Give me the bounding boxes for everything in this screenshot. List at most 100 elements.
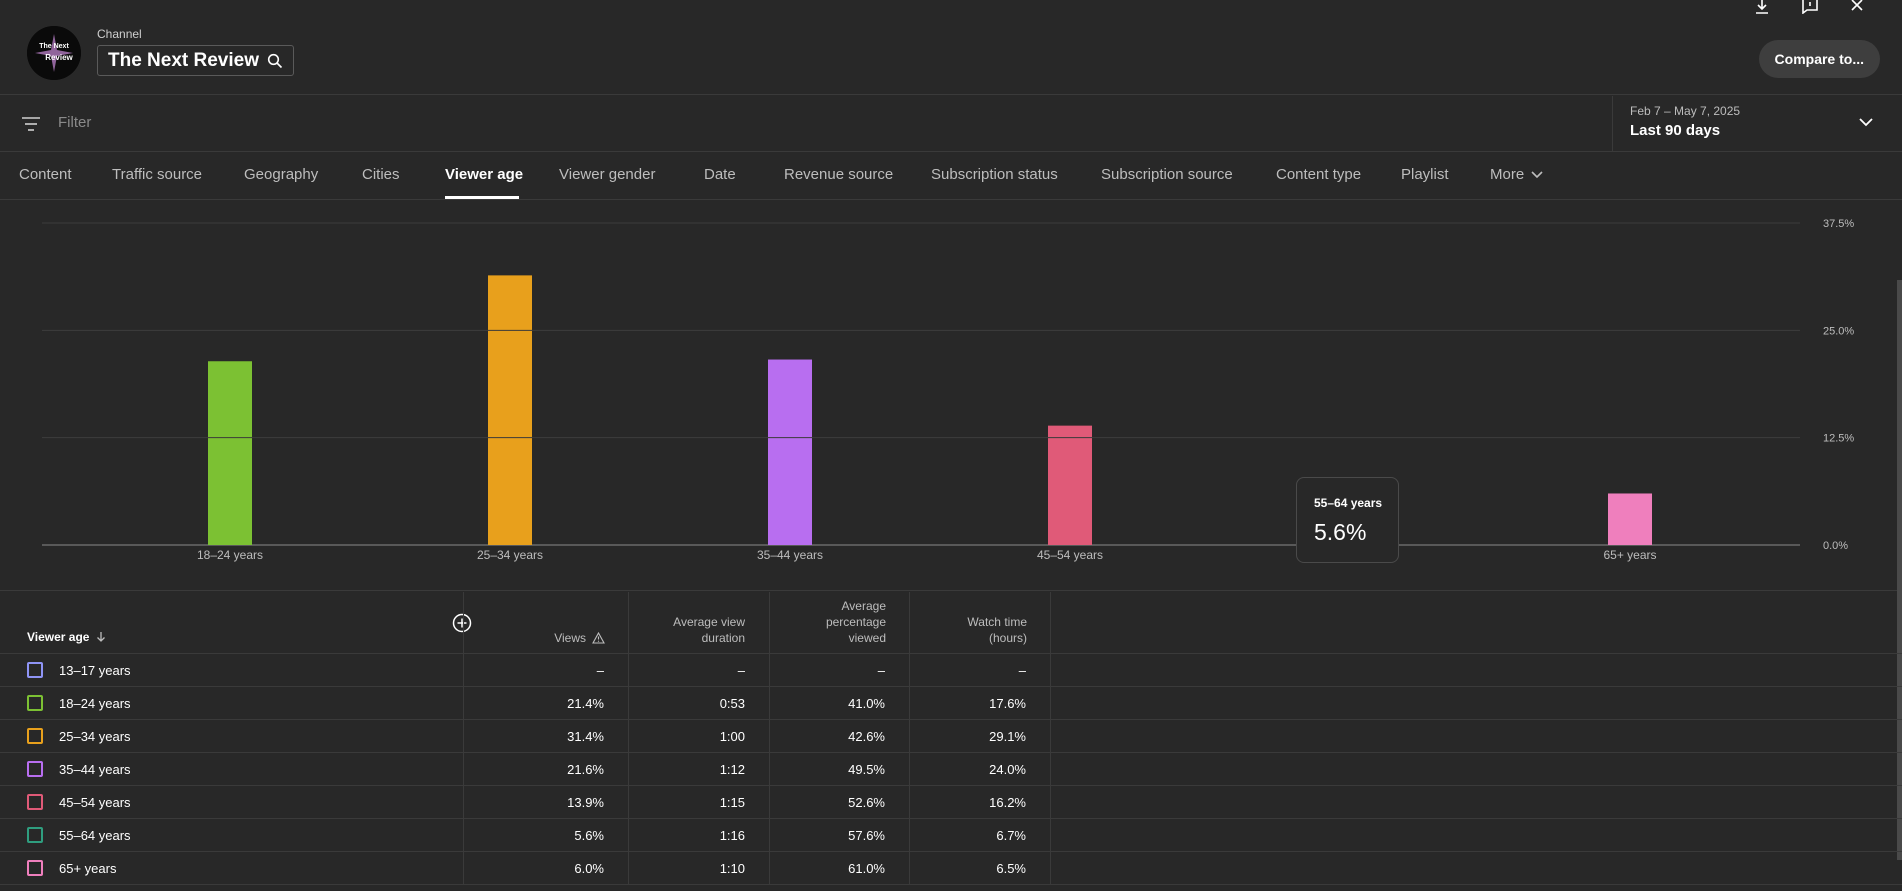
column-divider — [463, 592, 464, 884]
cell-avg-view-duration: 1:16 — [719, 828, 745, 843]
tab-subscription-status[interactable]: Subscription status — [931, 166, 1058, 183]
column-header-label: Viewer age — [27, 630, 90, 644]
bar[interactable] — [488, 275, 532, 545]
cell-views: 21.4% — [567, 696, 604, 711]
tab-viewer-gender[interactable]: Viewer gender — [559, 166, 656, 183]
row-label: 18–24 years — [59, 696, 131, 711]
column-header-viewer-age[interactable]: Viewer age — [27, 630, 107, 644]
tab-traffic-source[interactable]: Traffic source — [112, 166, 203, 183]
cell-views: 13.9% — [567, 795, 604, 810]
row-label: 55–64 years — [59, 828, 131, 843]
table-row[interactable]: 25–34 years 31.4% 1:00 42.6% 29.1% — [0, 720, 1902, 753]
cell-avg-view-duration: 1:10 — [719, 861, 745, 876]
date-range-picker[interactable]: Feb 7 – May 7, 2025 Last 90 days — [1612, 96, 1902, 152]
cell-watch-time: 17.6% — [989, 696, 1026, 711]
cell-avg-view-duration: 1:15 — [719, 795, 745, 810]
bar[interactable] — [768, 359, 812, 545]
table-row[interactable]: 18–24 years 21.4% 0:53 41.0% 17.6% — [0, 687, 1902, 720]
close-icon[interactable] — [1848, 0, 1870, 14]
bar[interactable] — [1608, 493, 1652, 545]
cell-avg-percentage-viewed: 41.0% — [848, 696, 885, 711]
tab-viewer-age[interactable]: Viewer age — [445, 166, 524, 183]
series-checkbox[interactable] — [27, 794, 43, 810]
tab-date[interactable]: Date — [704, 166, 736, 183]
series-checkbox[interactable] — [27, 662, 43, 678]
scrollbar[interactable] — [1897, 280, 1902, 860]
channel-name: The Next Review — [108, 49, 259, 71]
column-header-avg-percentage-viewed[interactable]: Average percentage viewed — [825, 599, 886, 645]
x-tick-label: 45–54 years — [1037, 548, 1103, 562]
series-checkbox[interactable] — [27, 695, 43, 711]
warning-icon — [592, 632, 605, 644]
chevron-down-icon — [1859, 118, 1873, 127]
cell-avg-percentage-viewed: 61.0% — [848, 861, 885, 876]
bar-chart: 37.5% 25.0% 12.5% 0.0% 18–24 years 25–34 year… — [42, 218, 1854, 562]
tab-playlist[interactable]: Playlist — [1401, 166, 1449, 183]
column-divider — [628, 592, 629, 884]
table-row[interactable]: 65+ years 6.0% 1:10 61.0% 6.5% — [0, 852, 1902, 885]
tab-geography[interactable]: Geography — [244, 166, 319, 183]
row-label: 25–34 years — [59, 729, 131, 744]
active-tab-indicator — [445, 196, 519, 199]
x-tick-label: 35–44 years — [757, 548, 823, 562]
download-icon[interactable] — [1752, 0, 1774, 14]
chart-tooltip: 55–64 years 5.6% — [1296, 477, 1399, 563]
table-header: Viewer age Views Average view duration A… — [0, 592, 1902, 654]
tab-revenue-source[interactable]: Revenue source — [784, 166, 894, 183]
filter-icon[interactable] — [20, 114, 42, 134]
series-checkbox[interactable] — [27, 860, 43, 876]
bar[interactable] — [1048, 425, 1092, 545]
channel-label: Channel — [97, 27, 142, 41]
add-metric-icon[interactable] — [452, 613, 472, 633]
cell-avg-view-duration: 0:53 — [719, 696, 745, 711]
cell-avg-view-duration: – — [737, 663, 745, 678]
row-label: 65+ years — [59, 861, 117, 876]
feedback-icon[interactable] — [1800, 0, 1822, 14]
tab-more-label: More — [1490, 166, 1525, 183]
column-header-views[interactable]: Views — [500, 630, 605, 646]
column-divider — [1050, 592, 1051, 884]
date-range-text: Feb 7 – May 7, 2025 — [1630, 104, 1741, 118]
series-checkbox[interactable] — [27, 761, 43, 777]
row-label: 35–44 years — [59, 762, 131, 777]
channel-logo: The Next Review — [27, 26, 81, 80]
bar[interactable] — [208, 361, 252, 545]
cell-avg-view-duration: 1:00 — [719, 729, 745, 744]
views-header-label: Views — [554, 631, 586, 645]
channel-avatar[interactable]: The Next Review — [27, 26, 81, 80]
cell-watch-time: 16.2% — [989, 795, 1026, 810]
chevron-down-icon — [1531, 170, 1543, 178]
channel-selector[interactable]: The Next Review — [97, 45, 294, 76]
svg-text:Review: Review — [45, 53, 73, 62]
column-header-avg-view-duration[interactable]: Average view duration — [673, 615, 745, 645]
tab-more[interactable]: More — [1490, 166, 1544, 183]
table-row[interactable]: 13–17 years – – – – — [0, 654, 1902, 687]
x-tick-label: 65+ years — [1603, 548, 1656, 562]
compare-button[interactable]: Compare to... — [1758, 40, 1880, 78]
tab-subscription-source[interactable]: Subscription source — [1101, 166, 1233, 183]
cell-avg-percentage-viewed: 57.6% — [848, 828, 885, 843]
y-tick-label: 0.0% — [1823, 540, 1848, 552]
tab-content-type[interactable]: Content type — [1276, 166, 1362, 183]
series-checkbox[interactable] — [27, 827, 43, 843]
search-icon — [267, 53, 283, 68]
tab-content[interactable]: Content — [19, 166, 72, 183]
table-row[interactable]: 35–44 years 21.6% 1:12 49.5% 24.0% — [0, 753, 1902, 786]
cell-watch-time: 6.7% — [996, 828, 1026, 843]
cell-views: 31.4% — [567, 729, 604, 744]
cell-watch-time: 24.0% — [989, 762, 1026, 777]
cell-watch-time: 29.1% — [989, 729, 1026, 744]
arrow-down-icon — [97, 632, 106, 642]
series-checkbox[interactable] — [27, 728, 43, 744]
svg-text:The Next: The Next — [39, 43, 69, 50]
y-tick-label: 25.0% — [1823, 325, 1854, 337]
table-row[interactable]: 55–64 years 5.6% 1:16 57.6% 6.7% — [0, 819, 1902, 852]
column-header-watch-time[interactable]: Watch time (hours) — [967, 615, 1027, 645]
filter-input[interactable]: Filter — [58, 114, 92, 131]
tab-cities[interactable]: Cities — [362, 166, 400, 183]
date-range-label: Last 90 days — [1630, 122, 1721, 139]
column-divider — [909, 592, 910, 884]
table-row[interactable]: 45–54 years 13.9% 1:15 52.6% 16.2% — [0, 786, 1902, 819]
y-tick-label: 12.5% — [1823, 433, 1854, 445]
cell-avg-percentage-viewed: 49.5% — [848, 762, 885, 777]
